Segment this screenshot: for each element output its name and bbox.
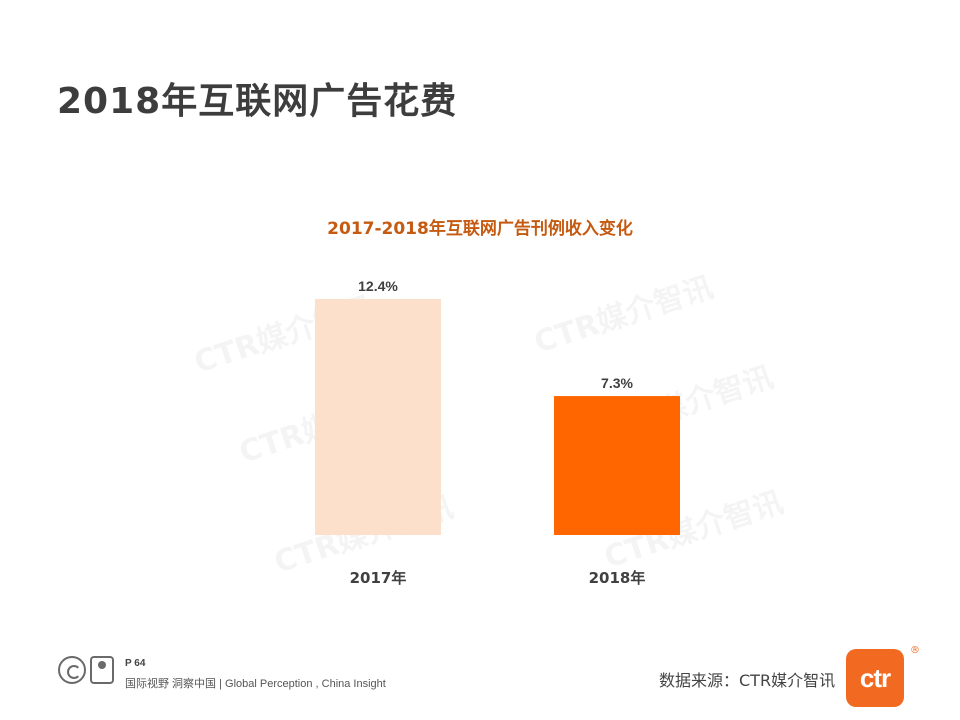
page-title: 2018年互联网广告花费 (57, 81, 458, 122)
data-label: 12.4% (358, 278, 398, 294)
certification-badges (58, 656, 116, 688)
category-label: 2017年 (350, 569, 407, 587)
bar-2018年 (554, 396, 680, 535)
page-number: P 64 (125, 658, 146, 669)
chart-title: 2017-2018年互联网广告刊例收入变化 (327, 218, 633, 239)
category-label: 2018年 (589, 569, 646, 587)
bar-2017年 (315, 299, 441, 535)
ctr-logo: ctr (846, 649, 904, 707)
person-badge-icon (90, 656, 114, 684)
data-label: 7.3% (601, 375, 633, 391)
logo-text: ctr (859, 662, 891, 693)
registered-mark: ® (910, 645, 920, 656)
footer-tagline: 国际视野 洞察中国 | Global Perception , China In… (125, 678, 386, 690)
certification-badge-icon (58, 656, 86, 684)
data-source: 数据来源：CTR媒介智讯 (659, 671, 836, 690)
